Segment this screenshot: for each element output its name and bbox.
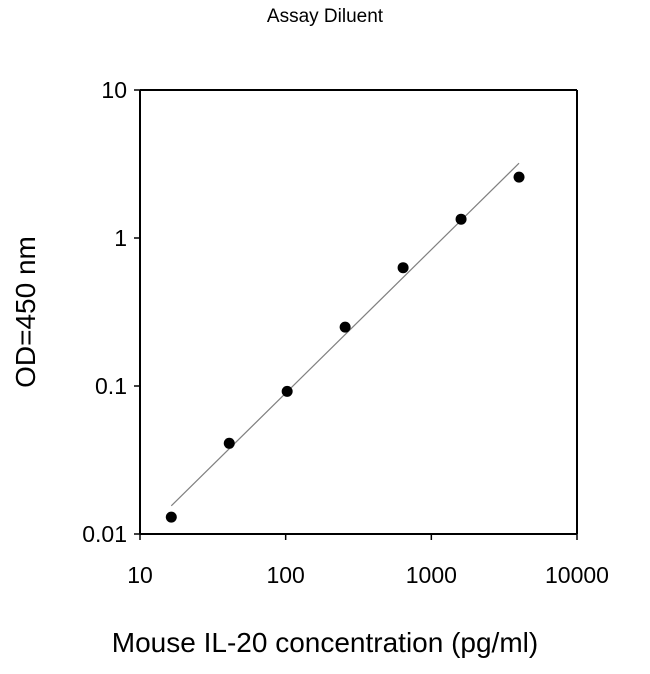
- x-axis-ticks: 10 100 1000 10000: [127, 534, 609, 588]
- data-point: [455, 213, 467, 225]
- data-points: [165, 171, 525, 523]
- y-axis-ticks: 0.01 0.1 1 10: [82, 77, 140, 547]
- data-point: [397, 262, 409, 274]
- data-point: [339, 321, 351, 333]
- x-axis-label: Mouse IL-20 concentration (pg/ml): [111, 627, 539, 658]
- data-point: [281, 385, 293, 397]
- y-tick-label: 0.1: [95, 373, 127, 399]
- x-tick-label: 1000: [406, 562, 457, 588]
- plot-frame: [139, 89, 578, 535]
- y-tick-label: 1: [114, 225, 127, 251]
- y-tick-label: 10: [101, 77, 127, 103]
- x-tick-label: 100: [266, 562, 304, 588]
- fit-line: [170, 162, 520, 507]
- data-point: [223, 437, 235, 449]
- y-tick-label: 0.01: [82, 521, 127, 547]
- data-point: [513, 171, 525, 183]
- y-axis-label: OD=450 nm: [10, 236, 41, 388]
- chart-title: Assay Diluent: [266, 6, 384, 27]
- x-tick-label: 10000: [545, 562, 609, 588]
- data-point: [165, 511, 177, 523]
- x-tick-label: 10: [127, 562, 153, 588]
